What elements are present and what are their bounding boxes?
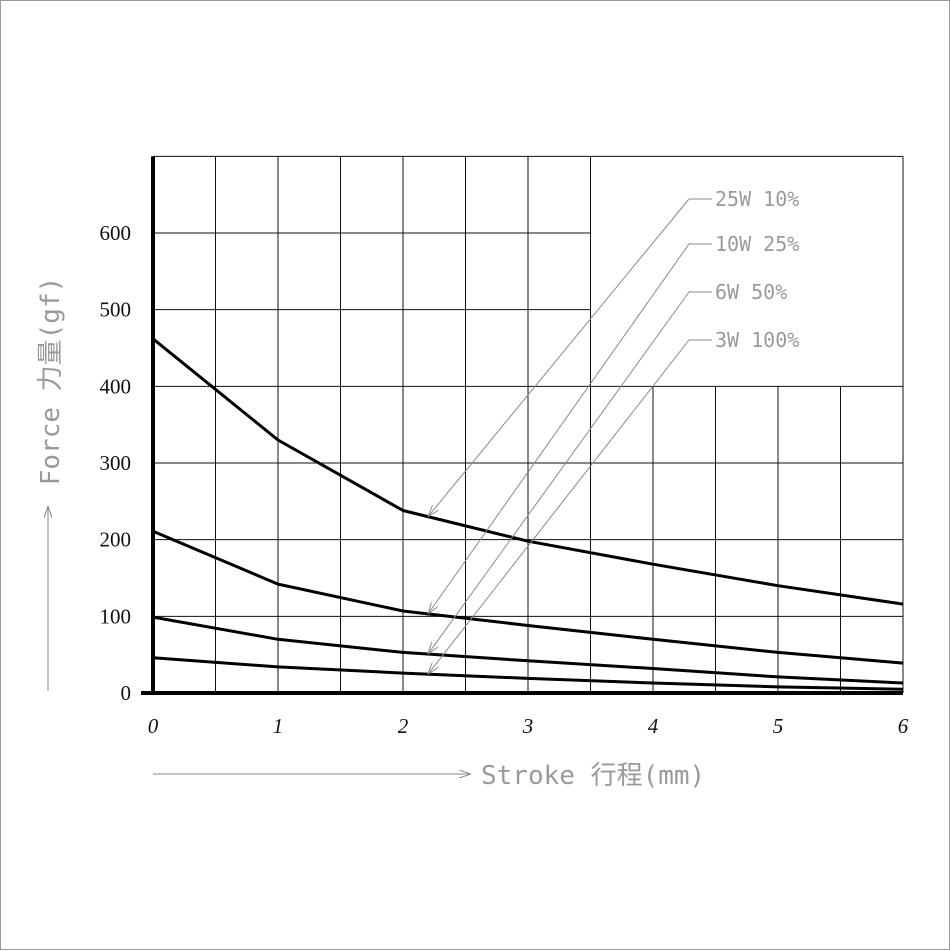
y-tick-label: 0: [121, 681, 132, 705]
x-tick-label: 3: [522, 714, 534, 738]
callout-arrow: [428, 198, 690, 517]
x-tick-label: 1: [273, 714, 284, 738]
series-label: 25W 10%: [715, 187, 799, 211]
x-tick-label: 5: [773, 714, 784, 738]
series-lines: [152, 337, 904, 691]
series-label: 6W 50%: [715, 280, 787, 304]
y-tick-label: 200: [100, 528, 132, 552]
series-label: 3W 100%: [715, 328, 799, 352]
y-tick-label: 500: [100, 298, 132, 322]
y-tick-label: 100: [100, 604, 132, 628]
y-tick-label: 600: [100, 221, 132, 245]
series-line: [152, 337, 904, 606]
x-tick-label: 0: [148, 714, 159, 738]
x-axis-title: Stroke 行程(mm): [481, 761, 705, 791]
x-tick-label: 2: [398, 714, 409, 738]
series-line: [152, 615, 904, 685]
series-label: 10W 25%: [715, 232, 799, 256]
tick-labels: 0 100 200 300 400 500 600 0 1 2 3 4 5 6: [100, 221, 909, 738]
callout-arrow: [428, 243, 690, 614]
y-tick-label: 400: [100, 374, 132, 398]
callout-arrow: [428, 339, 690, 674]
x-tick-label: 4: [648, 714, 659, 738]
x-tick-label: 6: [898, 714, 909, 738]
series-callouts: 25W 10% 10W 25% 6W 50% 3W 100%: [428, 187, 799, 674]
y-axis-title: Force 力量(gf): [36, 277, 66, 486]
y-tick-label: 300: [100, 451, 132, 475]
callout-arrow: [428, 291, 690, 654]
axes: [141, 156, 903, 695]
series-line: [152, 529, 904, 665]
series-line: [152, 656, 904, 691]
